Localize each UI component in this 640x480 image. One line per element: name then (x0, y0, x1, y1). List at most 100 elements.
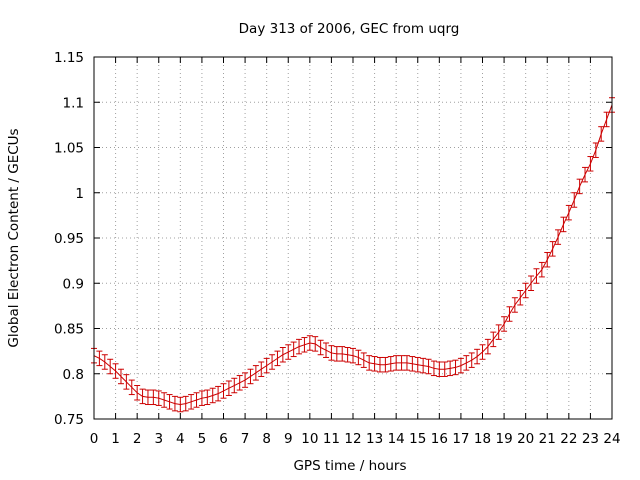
error-bar (323, 342, 330, 358)
error-bar (306, 335, 313, 351)
error-bar (350, 347, 356, 364)
x-tick-label: 23 (582, 431, 599, 447)
x-tick-label: 0 (90, 431, 99, 447)
error-bar (339, 346, 346, 362)
error-bar (571, 192, 578, 208)
error-bar (544, 251, 551, 268)
x-tick-label: 2 (133, 431, 142, 447)
error-bar (312, 336, 319, 352)
error-bar (269, 354, 276, 370)
error-bar (134, 385, 141, 401)
error-bar (231, 377, 238, 394)
error-bar (468, 352, 475, 368)
error-bar (360, 352, 367, 368)
error-bar (528, 275, 535, 291)
x-tick-label: 6 (219, 431, 228, 447)
error-bar (188, 394, 195, 410)
y-tick-label: 1.05 (54, 141, 84, 157)
error-bar (582, 166, 589, 183)
error-bar (592, 142, 599, 158)
error-bar (177, 396, 184, 413)
error-bar (376, 356, 383, 373)
tick-layer (93, 56, 613, 420)
error-bar (182, 395, 189, 412)
x-tick-label: 14 (388, 431, 405, 447)
x-tick-label: 22 (560, 431, 577, 447)
error-bar (242, 372, 249, 388)
x-tick-label: 8 (262, 431, 271, 447)
error-bar (155, 390, 162, 406)
error-bar (490, 331, 497, 348)
x-tick-label: 7 (241, 431, 250, 447)
error-bar (479, 344, 486, 360)
y-tick-label: 0.9 (63, 276, 84, 292)
error-bar (215, 385, 222, 402)
grid-layer (94, 57, 612, 419)
error-bar (193, 392, 200, 408)
y-axis-label: Global Electron Content / GECUs (6, 128, 22, 347)
error-bar (511, 297, 518, 313)
error-bar (317, 339, 324, 356)
error-bar (171, 395, 178, 412)
error-bar (576, 178, 583, 195)
error-bar (112, 363, 119, 379)
x-tick-label: 16 (431, 431, 448, 447)
error-bar (398, 355, 405, 371)
x-tick-label: 1 (111, 431, 120, 447)
error-bar (263, 357, 270, 374)
error-bar (123, 374, 130, 390)
error-bar (247, 368, 254, 385)
y-tick-label: 1.15 (54, 50, 84, 66)
error-bar (409, 356, 416, 372)
error-bar (290, 341, 297, 358)
error-bar (430, 360, 437, 377)
x-tick-label: 12 (344, 431, 361, 447)
x-tick-label: 5 (198, 431, 207, 447)
error-bar (285, 344, 292, 360)
chart-title: Day 313 of 2006, GEC from uqrg (239, 21, 460, 37)
error-bar (166, 394, 173, 410)
y-tick-label: 0.95 (54, 231, 84, 247)
error-bar (441, 361, 448, 377)
error-bar (161, 392, 168, 408)
error-bar (144, 389, 151, 406)
error-bar (425, 358, 432, 375)
error-bar (209, 387, 216, 404)
x-tick-label: 11 (323, 431, 340, 447)
y-tick-label: 0.8 (63, 367, 84, 383)
error-bar (393, 355, 400, 371)
x-tick-label: 24 (603, 431, 620, 447)
error-bar (598, 126, 605, 142)
error-bar (474, 348, 481, 365)
error-bar (296, 338, 303, 355)
x-tick-labels: 0 1 2 3 4 5 6 7 8 9 10 11 12 13 14 15 16 17 18 19 20 21 22 23 24 (90, 431, 621, 447)
error-bar (328, 345, 335, 361)
error-bar (387, 356, 394, 372)
error-bar (117, 368, 124, 385)
y-tick-label: 1.1 (63, 95, 84, 111)
error-bar (414, 356, 421, 373)
error-bar (560, 216, 567, 233)
error-bar (463, 355, 470, 371)
error-bar (371, 356, 378, 372)
error-bar (96, 350, 103, 367)
y-tick-labels: 0.75 0.8 0.85 0.9 0.95 1 1.05 1.1 1.15 (54, 50, 84, 428)
x-tick-label: 9 (284, 431, 293, 447)
x-tick-label: 4 (176, 431, 185, 447)
error-bar (366, 355, 373, 371)
error-bar (506, 306, 513, 322)
plot-frame (93, 56, 613, 420)
error-bar (382, 356, 389, 373)
x-tick-label: 17 (452, 431, 469, 447)
error-bar (301, 337, 308, 353)
error-bar (204, 389, 211, 406)
error-bar (522, 282, 529, 299)
x-tick-label: 13 (366, 431, 383, 447)
error-bar (236, 375, 243, 391)
x-tick-label: 10 (301, 431, 318, 447)
error-bar (457, 357, 464, 374)
error-bar (198, 390, 205, 406)
error-bar (420, 357, 427, 374)
error-bar (517, 289, 524, 306)
